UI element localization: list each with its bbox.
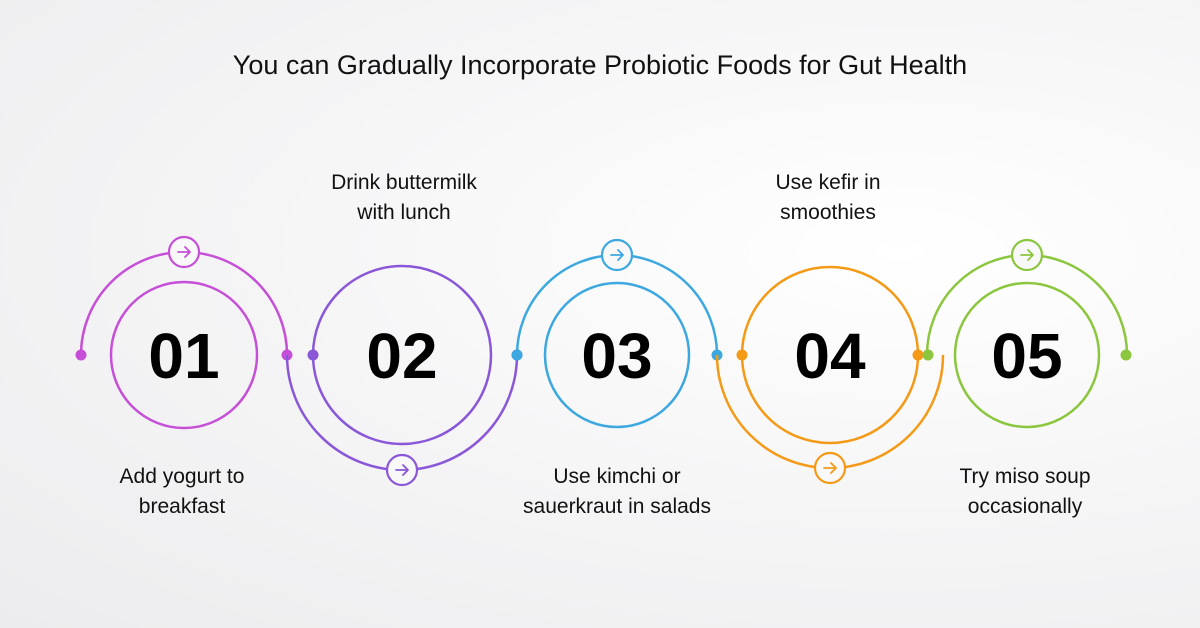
connector-dot (1120, 349, 1132, 361)
step-1-number: 01 (148, 320, 219, 392)
step-5-circle (953, 281, 1101, 429)
caption-line: Use kimchi or (553, 465, 681, 488)
page-title: You can Gradually Incorporate Probiotic … (232, 50, 968, 80)
connector-dot (307, 349, 319, 361)
connector-dot (75, 349, 87, 361)
connector-dot (912, 349, 924, 361)
caption-line: occasionally (967, 495, 1083, 518)
caption-line: Drink buttermilk (331, 171, 477, 194)
connector-dot (511, 349, 523, 361)
caption-line: Add yogurt to (119, 465, 245, 488)
step-1-caption: Add yogurt to breakfast (52, 462, 312, 522)
step-4-caption: Use kefir in smoothies (698, 168, 958, 228)
caption-line: smoothies (780, 201, 876, 224)
step-2-number: 02 (366, 320, 437, 392)
arrow-right-icon (610, 249, 624, 261)
step-5-caption: Try miso soup occasionally (895, 462, 1155, 522)
arrow-right-icon (823, 462, 837, 474)
step-5-number: 05 (991, 320, 1062, 392)
step-4-number: 04 (794, 320, 866, 392)
caption-line: with lunch (357, 201, 451, 224)
step-3-caption: Use kimchi or sauerkraut in salads (487, 462, 747, 522)
caption-line: sauerkraut in salads (523, 495, 711, 518)
arrow-right-icon (395, 464, 409, 476)
caption-line: breakfast (138, 495, 226, 518)
connector-dot (736, 349, 748, 361)
connector-dot (922, 349, 934, 361)
arrow-right-icon (1020, 249, 1034, 261)
caption-line: Use kefir in (775, 171, 881, 194)
step-2-caption: Drink buttermilk with lunch (274, 168, 534, 228)
caption-line: Try miso soup (959, 465, 1091, 488)
step-3-number: 03 (581, 320, 652, 392)
step-3-circle (543, 281, 691, 429)
arrow-right-icon (177, 246, 191, 258)
step-1-circle (109, 280, 259, 430)
